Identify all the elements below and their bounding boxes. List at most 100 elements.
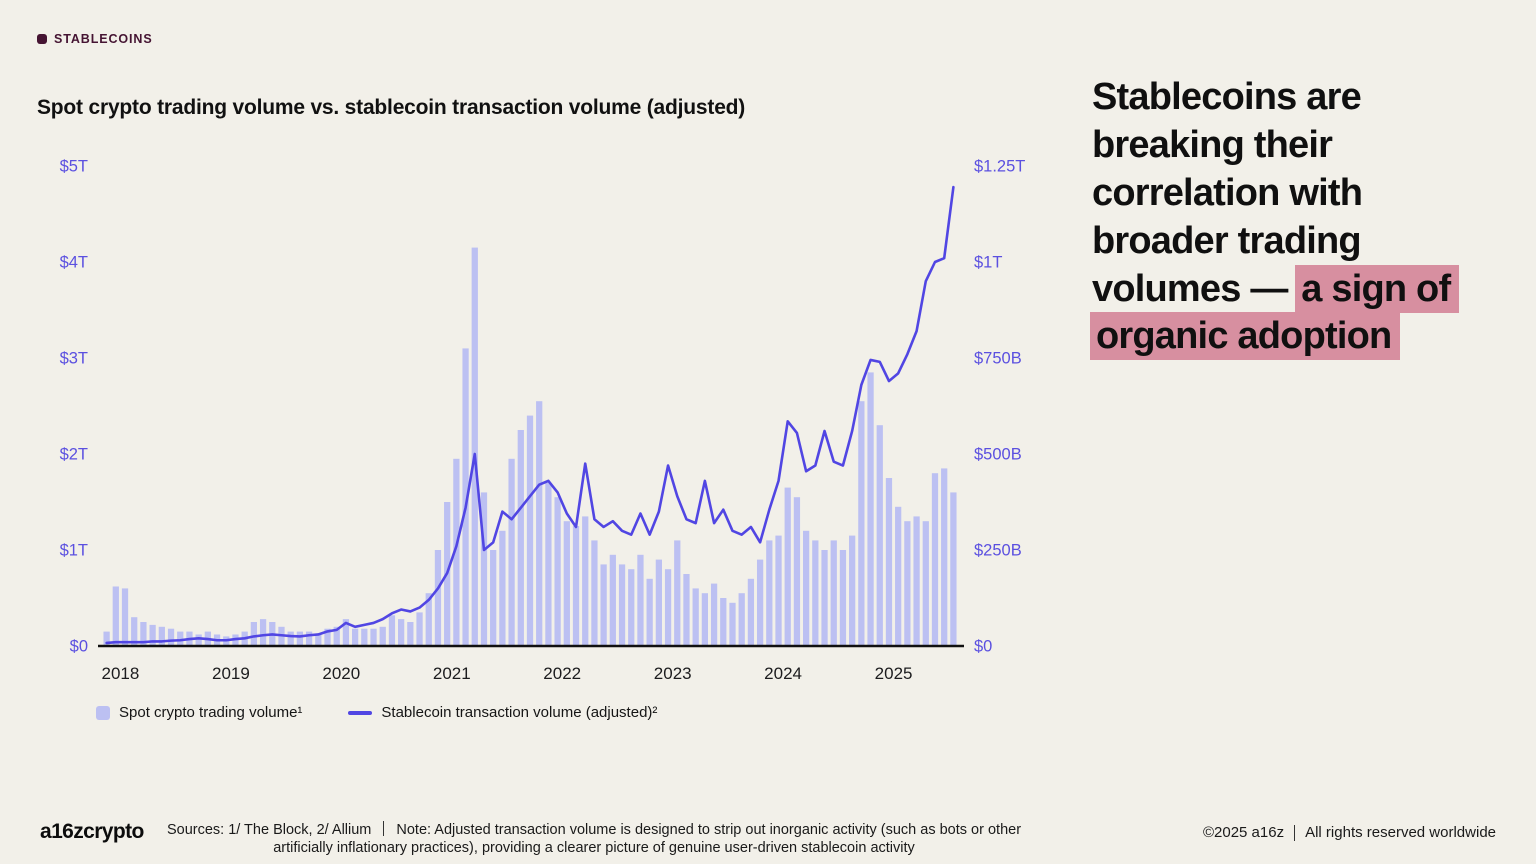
right-axis-tick-label: $500B bbox=[974, 446, 1022, 464]
spot-volume-bar bbox=[941, 468, 948, 646]
spot-volume-bar bbox=[637, 554, 644, 646]
spot-volume-bar bbox=[103, 631, 110, 646]
divider bbox=[1294, 824, 1296, 841]
spot-volume-bar bbox=[287, 631, 294, 646]
divider bbox=[383, 820, 385, 836]
spot-volume-bar bbox=[508, 458, 515, 646]
eyebrow: STABLECOINS bbox=[37, 32, 153, 46]
spot-volume-bar bbox=[177, 631, 184, 646]
spot-volume-bar bbox=[913, 516, 920, 646]
right-axis-tick-label: $1.25T bbox=[974, 158, 1025, 176]
spot-volume-bar bbox=[821, 550, 828, 646]
chart-canvas: $0 $1T $2T $3T $4T $5T $0 $250B $500B $750B $1T $1.… bbox=[60, 158, 1026, 684]
spot-volume-bar bbox=[738, 593, 745, 646]
spot-volume-bar bbox=[425, 593, 432, 646]
spot-volume-bar bbox=[609, 554, 616, 646]
spot-volume-bar bbox=[121, 588, 129, 646]
legend-item-spot-volume: Spot crypto trading volume¹ bbox=[96, 704, 302, 721]
spot-volume-bar bbox=[582, 516, 589, 646]
spot-volume-bar bbox=[683, 574, 690, 646]
spot-volume-bar bbox=[793, 497, 801, 646]
spot-volume-bar bbox=[250, 622, 257, 646]
x-axis-year-label: 2025 bbox=[875, 664, 913, 683]
spot-volume-bar bbox=[591, 540, 598, 646]
spot-volume-bar bbox=[131, 617, 138, 646]
spot-volume-bar bbox=[536, 401, 543, 646]
spot-volume-bar bbox=[876, 425, 883, 646]
spot-volume-bar bbox=[517, 430, 524, 646]
line-swatch-icon bbox=[348, 710, 373, 715]
spot-volume-bar bbox=[867, 372, 874, 646]
x-axis-year-label: 2018 bbox=[101, 664, 139, 683]
spot-volume-bar bbox=[803, 530, 810, 646]
spot-volume-bar bbox=[416, 612, 423, 646]
spot-volume-bar bbox=[305, 631, 313, 646]
a16zcrypto-logo: a16zcrypto bbox=[40, 820, 144, 843]
spot-volume-bar bbox=[499, 530, 506, 646]
spot-volume-bar bbox=[140, 622, 147, 646]
spot-volume-bar bbox=[950, 492, 957, 646]
right-axis-tick-label: $750B bbox=[974, 350, 1022, 368]
x-axis-year-label: 2020 bbox=[322, 664, 360, 683]
spot-volume-bar bbox=[333, 626, 340, 646]
spot-volume-bar bbox=[747, 578, 755, 646]
spot-volume-bar bbox=[775, 535, 782, 646]
spot-volume-bar bbox=[554, 497, 561, 646]
spot-volume-bar bbox=[729, 602, 736, 646]
spot-volume-bar bbox=[600, 564, 607, 646]
x-axis-year-label: 2023 bbox=[654, 664, 692, 683]
spot-volume-bar bbox=[701, 593, 709, 646]
left-axis-tick-label: $5T bbox=[60, 158, 88, 176]
spot-volume-bar bbox=[692, 588, 699, 646]
spot-volume-bar bbox=[895, 506, 902, 646]
spot-volume-bar bbox=[812, 540, 819, 646]
spot-volume-bar bbox=[526, 415, 534, 646]
spot-volume-bar bbox=[756, 559, 764, 646]
left-axis-tick-label: $0 bbox=[70, 638, 88, 656]
spot-volume-bar bbox=[655, 559, 662, 646]
spot-volume-bar bbox=[315, 634, 322, 646]
legend-label: Stablecoin transaction volume (adjusted)… bbox=[381, 704, 658, 721]
legend-label: Spot crypto trading volume¹ bbox=[119, 704, 303, 721]
right-axis-tick-label: $0 bbox=[974, 638, 992, 656]
spot-volume-bar bbox=[480, 492, 488, 646]
spot-volume-bar bbox=[351, 628, 359, 646]
right-axis-tick-label: $1T bbox=[974, 254, 1002, 272]
spot-volume-bar bbox=[784, 487, 791, 646]
sources-note: Sources: 1/ The Block, 2/ Allium Note: Ad… bbox=[160, 820, 1028, 859]
spot-volume-bar bbox=[324, 628, 331, 646]
spot-volume-bar bbox=[361, 628, 368, 646]
spot-volume-bar bbox=[259, 619, 267, 646]
dual-axis-chart: $0 $1T $2T $3T $4T $5T $0 $250B $500B $750B $1T $1.… bbox=[30, 138, 1040, 718]
spot-volume-bar bbox=[296, 631, 304, 646]
spot-volume-bar bbox=[453, 458, 460, 646]
chart-title: Spot crypto trading volume vs. stablecoi… bbox=[37, 96, 746, 120]
spot-volume-bar bbox=[618, 564, 626, 646]
stablecoin-volume-line bbox=[105, 185, 955, 645]
x-axis-year-label: 2019 bbox=[212, 664, 250, 683]
sources-text: Sources: 1/ The Block, 2/ Allium bbox=[166, 821, 372, 838]
spot-volume-bar bbox=[490, 550, 497, 646]
spot-volume-bar bbox=[839, 550, 847, 646]
spot-volume-bar bbox=[342, 619, 350, 646]
spot-volume-bar bbox=[849, 535, 856, 646]
spot-volume-bar bbox=[407, 622, 414, 646]
x-axis-year-label: 2021 bbox=[433, 664, 471, 683]
spot-volume-bar bbox=[830, 540, 837, 646]
spot-volume-bar bbox=[545, 482, 552, 646]
spot-volume-bar bbox=[167, 628, 175, 646]
headline-text: Stablecoins are breaking their correlati… bbox=[1092, 76, 1363, 310]
spot-volume-bar bbox=[434, 550, 442, 646]
x-axis-year-label: 2024 bbox=[764, 664, 802, 683]
spot-volume-bar bbox=[931, 473, 939, 646]
stablecoins-mark-icon bbox=[37, 34, 47, 44]
copyright-text: ©2025 a16z bbox=[1202, 824, 1285, 841]
spot-volume-bar bbox=[628, 569, 635, 646]
spot-volume-bar bbox=[858, 401, 865, 646]
spot-volume-bar bbox=[885, 478, 893, 646]
spot-volume-bar bbox=[720, 598, 727, 646]
right-axis-tick-label: $250B bbox=[974, 542, 1022, 560]
spot-volume-bar bbox=[158, 626, 165, 646]
spot-volume-bar bbox=[646, 578, 653, 646]
spot-volume-bar bbox=[112, 586, 119, 646]
